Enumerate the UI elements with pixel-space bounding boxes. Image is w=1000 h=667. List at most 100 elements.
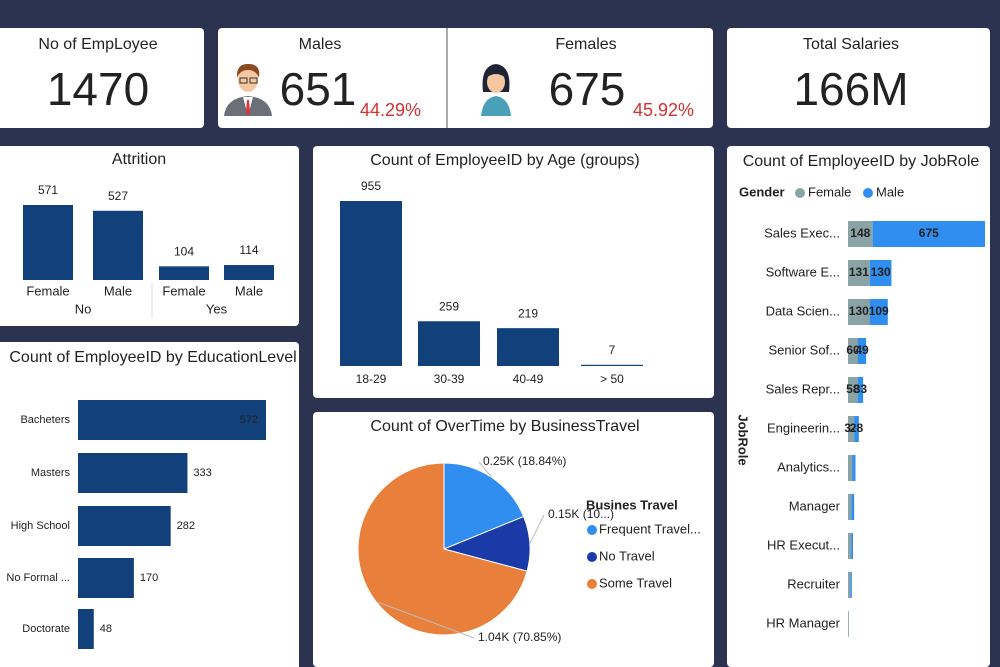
x-tick-label: Female [162,283,205,298]
y-tick-label: HR Execut... [767,537,840,552]
data-label: 1.04K (70.85%) [478,630,561,644]
y-axis-title: JobRole [736,414,751,465]
bar-segment [848,455,853,481]
data-label: 131 [849,265,869,279]
card [313,146,714,398]
bar [159,266,209,280]
group-label: Yes [206,301,228,316]
bar [93,210,143,280]
card [0,342,299,667]
leader-line [478,461,493,478]
bar-segment [857,338,867,364]
y-tick-label: Analytics... [777,459,840,474]
x-tick-label: Male [104,283,132,298]
male-icon [224,63,272,116]
bar-segment [872,221,985,247]
y-tick-label: Data Scien... [766,303,840,318]
data-label: 7 [609,343,616,357]
chart-title: Count of EmployeeID by Age (groups) [370,152,639,169]
female-icon [481,64,511,116]
card-share: 45.92% [633,100,694,120]
data-label: 130 [849,304,869,318]
data-label: 48 [100,623,112,635]
y-tick-label: Senior Sof... [768,342,840,357]
bar [340,201,402,366]
card-title: Males [299,36,342,53]
legend-label: Some Travel [599,575,672,590]
chart-title: Count of EmployeeID by EducationLevel [9,349,296,366]
data-label: 527 [108,189,128,203]
data-label: 104 [174,245,194,259]
data-label: 170 [140,572,158,584]
bar-segment [848,533,852,559]
x-tick-label: Female [26,283,69,298]
x-tick-label: 40-49 [513,372,544,386]
bar-segment [854,416,859,442]
data-label: 33 [854,382,868,396]
bar [78,609,94,649]
bar-segment [869,299,888,325]
card-value: 675 [549,63,626,115]
legend-marker [795,188,805,198]
group-label: No [75,301,92,316]
card [0,28,204,128]
legend-title: Gender [739,184,785,199]
x-tick-label: > 50 [600,372,624,386]
y-tick-label: Manager [789,498,841,513]
data-label: 0.25K (18.84%) [483,454,566,468]
bar [418,321,480,366]
chart-title: Count of EmployeeID by JobRole [743,153,980,170]
y-tick-label: No Formal ... [6,572,70,584]
card [0,146,299,326]
y-tick-label: Masters [31,467,71,479]
card-title: Females [555,36,616,53]
card-value: 651 [280,63,357,115]
bar [78,400,266,440]
bar [224,265,274,280]
card [727,146,990,667]
legend-marker [587,552,597,562]
chart-title: Count of OverTime by BusinessTravel [370,418,639,435]
bar-segment [848,299,870,325]
legend-label: Male [876,184,904,199]
y-tick-label: High School [11,520,70,532]
x-tick-label: Male [235,283,263,298]
bar [78,506,171,546]
card [218,28,713,128]
card [727,28,990,128]
y-tick-label: Sales Repr... [766,381,840,396]
bar-segment [848,494,852,520]
data-label: 109 [869,304,889,318]
y-tick-label: Software E... [766,264,840,279]
y-tick-label: HR Manager [766,615,840,630]
data-label: 572 [240,414,258,426]
y-tick-label: Recruiter [787,576,840,591]
y-tick-label: Doctorate [22,623,70,635]
data-label: 114 [239,243,258,257]
data-label: 571 [38,183,58,197]
x-tick-label: 18-29 [356,372,387,386]
leader-line [529,514,545,544]
y-tick-label: Sales Exec... [764,225,840,240]
bar-segment [869,260,892,286]
bar-segment [851,494,855,520]
data-label: 49 [855,343,869,357]
data-label: 259 [439,299,459,313]
legend-marker [587,579,597,589]
legend-marker [863,188,873,198]
card-title: No of EmpLoyee [38,36,157,53]
bar-segment [850,572,852,598]
data-label: 148 [850,226,870,240]
bar-segment [857,377,864,403]
card-value: 1470 [47,63,149,115]
legend-label: Female [808,184,851,199]
bar-segment [848,377,858,403]
data-label: 28 [850,421,864,435]
data-label: 60 [846,343,860,357]
y-tick-label: Bacheters [20,414,70,426]
legend-title: Busines Travel [586,497,678,512]
card-share: 44.29% [360,100,421,120]
y-tick-label: Engineerin... [767,420,840,435]
leader-line [375,600,475,639]
legend-label: Frequent Travel... [599,521,701,536]
